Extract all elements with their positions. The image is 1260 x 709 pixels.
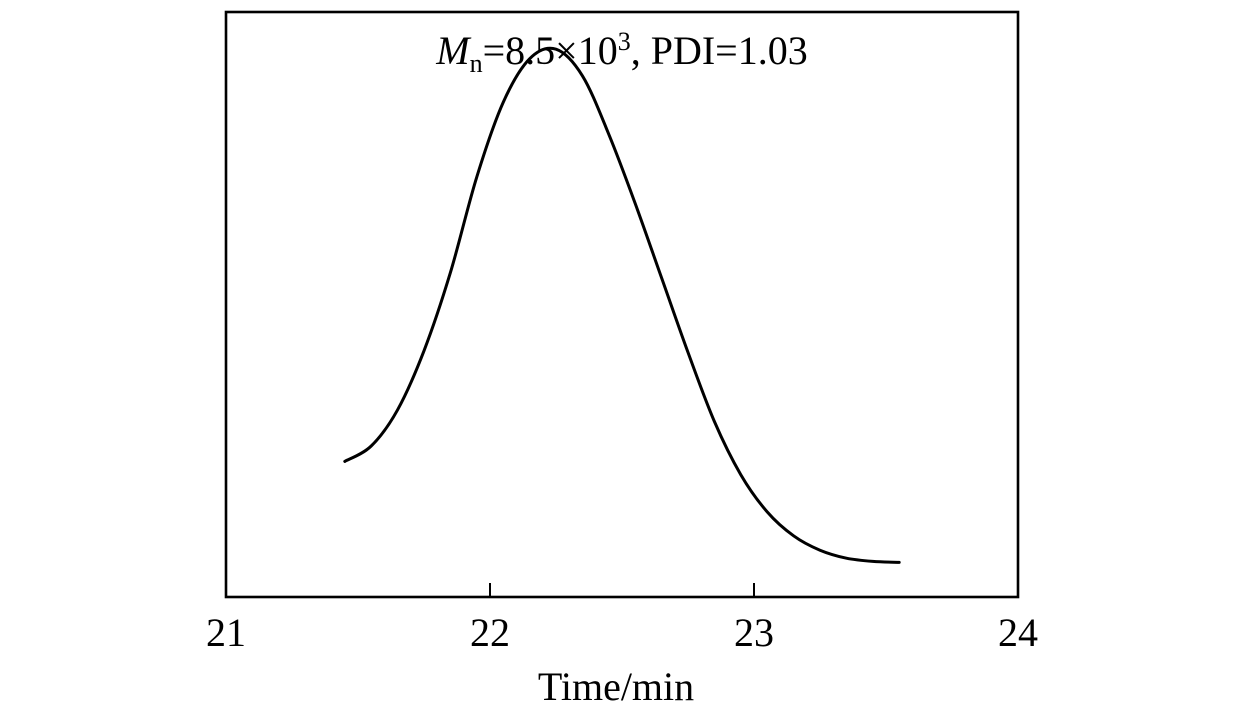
x-axis-tick-labels: 21 22 23 24 xyxy=(206,610,1038,655)
annotation-subscript: n xyxy=(470,49,483,78)
gpc-trace-line xyxy=(343,46,901,564)
annotation-value: =8.5×10 xyxy=(483,28,618,73)
annotation-symbol: M xyxy=(435,28,472,73)
annotation-exponent: 3 xyxy=(618,27,631,56)
x-tick-label: 23 xyxy=(734,610,774,655)
x-tick-label: 24 xyxy=(998,610,1038,655)
x-tick-label: 22 xyxy=(470,610,510,655)
x-tick-label: 21 xyxy=(206,610,246,655)
plot-frame xyxy=(224,10,1020,599)
annotation-rest: , PDI=1.03 xyxy=(631,28,808,73)
x-axis-ticks xyxy=(489,583,755,597)
mn-pdi-annotation: Mn=8.5×103, PDI=1.03 xyxy=(435,27,807,78)
x-axis-label: Time/min xyxy=(538,664,694,709)
